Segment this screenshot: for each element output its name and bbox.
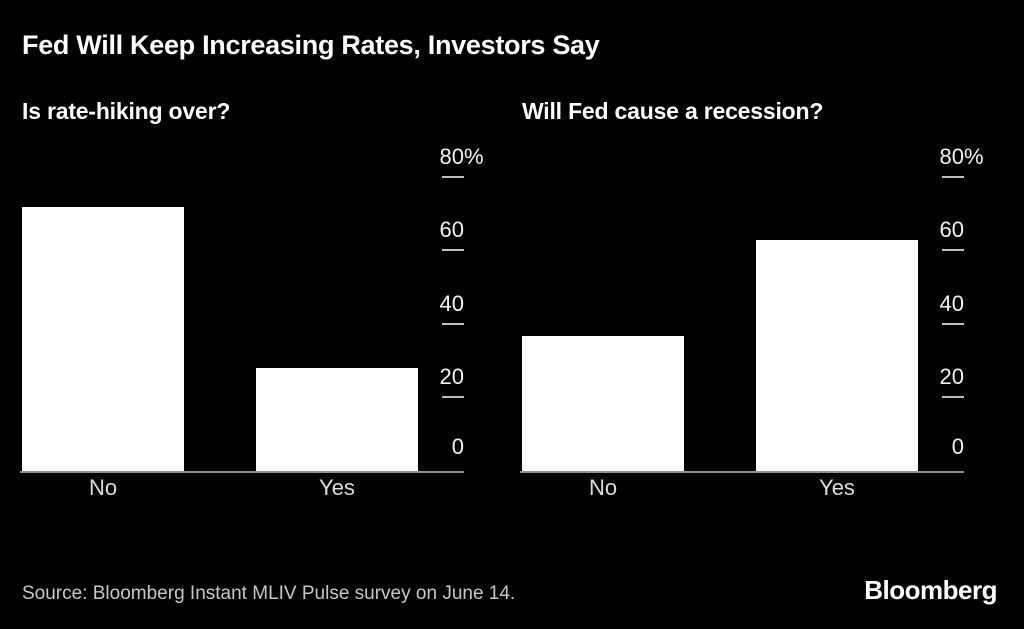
y-tick-20: 20 xyxy=(939,363,964,398)
y-tick-label: 60 xyxy=(939,217,964,243)
chart-recession-subtitle: Will Fed cause a recession? xyxy=(522,98,824,124)
x-label-no: No xyxy=(88,475,118,500)
bar-yes xyxy=(256,368,418,471)
x-label-no: No xyxy=(588,475,618,500)
y-tick-0: 0 xyxy=(952,436,964,471)
x-label-yes: Yes xyxy=(819,475,855,500)
chart-recession: Will Fed cause a recession? No Yes 80% 60 40… xyxy=(520,96,984,526)
y-tick-label: 60 xyxy=(439,217,464,243)
bar-no xyxy=(22,207,184,471)
y-tick-20: 20 xyxy=(439,363,464,398)
y-tick-dash xyxy=(442,395,464,398)
y-tick-label: 0 xyxy=(951,434,964,459)
y-tick-label: 40 xyxy=(439,290,464,316)
y-axis-unit: % xyxy=(964,144,984,169)
y-tick-80: 80% xyxy=(439,144,484,178)
y-tick-dash xyxy=(442,249,464,252)
y-tick-label: 0 xyxy=(451,434,464,459)
bar-yes xyxy=(756,240,918,471)
y-tick-60: 60 xyxy=(939,217,964,252)
y-tick-80: 80% xyxy=(939,144,984,178)
y-tick-label: 80% xyxy=(939,144,984,169)
chart-rate-hiking-plot: No Yes 80% 60 40 20 0 xyxy=(20,146,484,500)
y-tick-dash xyxy=(442,176,464,178)
y-tick-dash xyxy=(942,176,964,178)
chart-recession-plot: No Yes 80% 60 40 20 0 xyxy=(520,146,984,500)
y-tick-dash xyxy=(942,322,964,325)
y-tick-60: 60 xyxy=(439,217,464,252)
y-tick-label: 20 xyxy=(439,363,464,389)
x-label-yes: Yes xyxy=(319,475,355,500)
bar-no xyxy=(522,335,684,471)
chart-title: Fed Will Keep Increasing Rates, Investor… xyxy=(22,30,600,60)
y-tick-label: 80% xyxy=(439,144,484,169)
chart-rate-hiking: Is rate-hiking over? No Yes 80% 60 40 20 0 xyxy=(20,96,484,526)
y-tick-0: 0 xyxy=(452,436,464,471)
y-tick-dash xyxy=(942,395,964,398)
y-tick-40: 40 xyxy=(439,290,464,325)
y-tick-40: 40 xyxy=(939,290,964,325)
source-note: Source: Bloomberg Instant MLIV Pulse sur… xyxy=(22,583,516,604)
y-axis-unit: % xyxy=(464,144,484,169)
bloomberg-logo: Bloomberg xyxy=(864,575,997,605)
chart-rate-hiking-subtitle: Is rate-hiking over? xyxy=(22,98,231,124)
y-tick-dash xyxy=(942,249,964,252)
y-tick-dash xyxy=(442,322,464,325)
y-tick-label: 40 xyxy=(939,290,964,316)
y-tick-label: 20 xyxy=(939,363,964,389)
